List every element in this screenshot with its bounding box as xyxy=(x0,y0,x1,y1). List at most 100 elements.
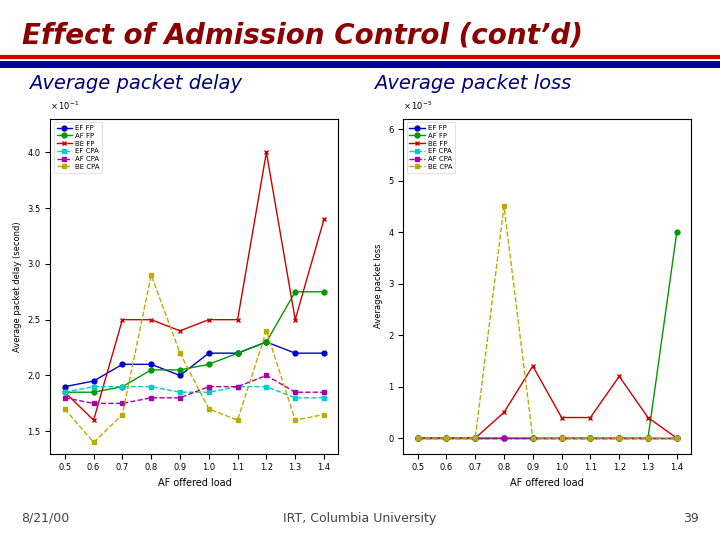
EF FP xyxy=(147,361,156,368)
AF FP xyxy=(442,435,451,441)
EF CPA xyxy=(176,389,184,395)
BE FP xyxy=(262,149,271,156)
Line: BE FP: BE FP xyxy=(415,363,679,441)
AF FP xyxy=(528,435,537,441)
BE CPA xyxy=(60,406,69,412)
AF CPA xyxy=(262,372,271,379)
EF FP xyxy=(118,361,127,368)
BE CPA xyxy=(442,435,451,441)
BE CPA xyxy=(176,350,184,356)
AF CPA xyxy=(60,395,69,401)
Text: $\times\,10^{-5}$: $\times\,10^{-5}$ xyxy=(403,100,433,112)
Y-axis label: Average packet delay (second): Average packet delay (second) xyxy=(13,221,22,352)
AF FP xyxy=(204,361,213,368)
AF FP xyxy=(176,367,184,373)
EF CPA xyxy=(262,383,271,390)
AF FP xyxy=(60,389,69,395)
AF CPA xyxy=(644,435,652,441)
Line: AF FP: AF FP xyxy=(63,289,326,395)
AF CPA xyxy=(233,383,242,390)
Line: AF CPA: AF CPA xyxy=(63,373,326,406)
Line: EF CPA: EF CPA xyxy=(415,436,679,441)
AF FP xyxy=(471,435,480,441)
Text: Average packet loss: Average packet loss xyxy=(374,74,572,93)
BE FP xyxy=(118,316,127,323)
BE FP xyxy=(644,414,652,421)
AF FP xyxy=(615,435,624,441)
BE FP xyxy=(60,389,69,395)
EF FP xyxy=(204,350,213,356)
AF FP xyxy=(557,435,566,441)
EF FP xyxy=(320,350,328,356)
AF FP xyxy=(262,339,271,345)
EF FP xyxy=(471,435,480,441)
BE CPA xyxy=(557,435,566,441)
Text: Effect of Admission Control (cont’d): Effect of Admission Control (cont’d) xyxy=(22,21,582,49)
AF CPA xyxy=(672,435,681,441)
BE CPA xyxy=(204,406,213,412)
BE CPA xyxy=(413,435,422,441)
BE FP xyxy=(413,435,422,441)
EF CPA xyxy=(500,435,508,441)
BE CPA xyxy=(615,435,624,441)
EF FP xyxy=(528,435,537,441)
BE FP xyxy=(442,435,451,441)
AF CPA xyxy=(500,435,508,441)
Line: BE CPA: BE CPA xyxy=(63,273,326,445)
AF CPA xyxy=(471,435,480,441)
AF CPA xyxy=(413,435,422,441)
EF FP xyxy=(89,378,98,384)
AF FP xyxy=(320,288,328,295)
BE FP xyxy=(528,363,537,369)
BE FP xyxy=(233,316,242,323)
AF FP xyxy=(413,435,422,441)
AF CPA xyxy=(291,389,300,395)
BE CPA xyxy=(291,417,300,423)
BE FP xyxy=(291,316,300,323)
EF CPA xyxy=(89,383,98,390)
BE FP xyxy=(320,216,328,222)
EF CPA xyxy=(615,435,624,441)
Text: 8/21/00: 8/21/00 xyxy=(22,512,70,525)
Text: 39: 39 xyxy=(683,512,698,525)
X-axis label: AF offered load: AF offered load xyxy=(158,478,231,488)
Line: AF CPA: AF CPA xyxy=(415,436,679,441)
AF FP xyxy=(89,389,98,395)
EF CPA xyxy=(528,435,537,441)
AF CPA xyxy=(615,435,624,441)
AF FP xyxy=(500,435,508,441)
BE CPA xyxy=(89,439,98,446)
Line: AF FP: AF FP xyxy=(415,230,679,441)
BE FP xyxy=(586,414,595,421)
EF CPA xyxy=(557,435,566,441)
AF FP xyxy=(291,288,300,295)
EF FP xyxy=(672,435,681,441)
EF FP xyxy=(586,435,595,441)
EF CPA xyxy=(471,435,480,441)
BE FP xyxy=(672,435,681,441)
EF CPA xyxy=(60,389,69,395)
BE FP xyxy=(204,316,213,323)
AF CPA xyxy=(320,389,328,395)
BE FP xyxy=(89,417,98,423)
EF CPA xyxy=(672,435,681,441)
BE CPA xyxy=(147,272,156,278)
BE CPA xyxy=(233,417,242,423)
EF CPA xyxy=(233,383,242,390)
EF FP xyxy=(291,350,300,356)
AF CPA xyxy=(528,435,537,441)
Line: EF CPA: EF CPA xyxy=(63,384,326,400)
EF CPA xyxy=(442,435,451,441)
AF FP xyxy=(644,435,652,441)
AF CPA xyxy=(118,400,127,407)
BE FP xyxy=(176,328,184,334)
EF FP xyxy=(262,339,271,345)
BE CPA xyxy=(320,411,328,418)
BE CPA xyxy=(262,328,271,334)
BE CPA xyxy=(672,435,681,441)
EF FP xyxy=(557,435,566,441)
EF FP xyxy=(615,435,624,441)
BE CPA xyxy=(500,203,508,210)
AF FP xyxy=(586,435,595,441)
Line: EF FP: EF FP xyxy=(63,340,326,389)
